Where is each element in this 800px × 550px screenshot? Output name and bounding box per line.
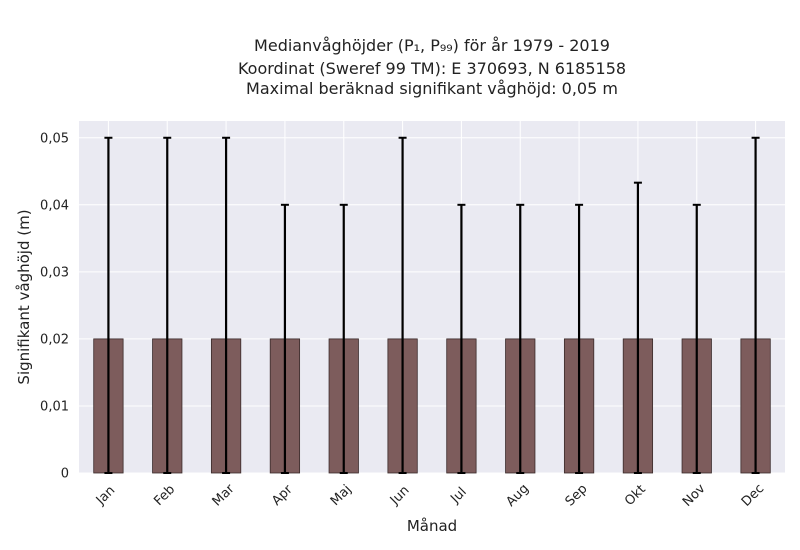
error-bar-mar [222,136,231,474]
y-axis-label: Signifikant våghöjd (m) [15,209,33,384]
x-tick-label: Jul [447,485,469,507]
error-bars [104,136,760,474]
x-tick-label: Feb [151,482,178,509]
error-bar-apr [280,203,289,474]
x-tick-label: Apr [269,482,296,509]
x-tick-label: Sep [563,482,591,510]
chart-title: Medianvåghöjder (P₁, P₉₉) för år 1979 - … [238,36,626,98]
chart-title-line-2: Koordinat (Sweref 99 TM): E 370693, N 61… [238,59,626,78]
y-tick-label: 0 [61,467,69,482]
error-bar-jun [398,136,407,474]
error-bar-aug [516,203,525,474]
error-bar-maj [339,203,348,474]
x-axis-ticks: Jan Feb Mar Apr Maj Jun Jul Aug Sep Okt Nov Dec [93,481,767,510]
error-bar-jan [104,136,113,474]
x-tick-label: Aug [503,481,532,510]
chart-title-line-1: Medianvåghöjder (P₁, P₉₉) för år 1979 - … [254,36,610,55]
x-tick-label: Jun [387,483,413,509]
error-bar-dec [751,136,760,474]
error-bar-okt [633,181,642,474]
error-bar-jul [457,203,466,474]
error-bar-sep [575,203,584,474]
error-bar-feb [163,136,172,474]
plot-area [79,121,785,473]
y-tick-label: 0,05 [40,131,69,146]
x-tick-label: Okt [622,482,649,509]
y-tick-label: 0,02 [40,332,69,347]
y-tick-label: 0,04 [40,198,69,213]
x-axis-label: Månad [407,517,457,535]
y-tick-label: 0,01 [40,399,69,414]
x-tick-label: Jan [93,483,118,508]
y-tick-label: 0,03 [40,265,69,280]
x-tick-label: Mar [210,481,238,509]
y-axis-ticks: 0 0,01 0,02 0,03 0,04 0,05 [40,131,69,481]
error-bar-nov [692,203,701,474]
chart-title-line-3: Maximal beräknad signifikant våghöjd: 0,… [246,79,618,98]
x-tick-label: Maj [328,482,355,509]
x-tick-label: Nov [680,481,709,510]
x-tick-label: Dec [739,481,767,509]
